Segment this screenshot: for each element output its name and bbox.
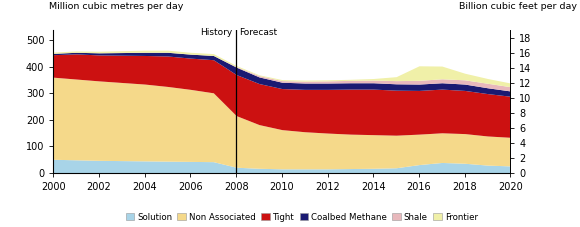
Text: Million cubic metres per day: Million cubic metres per day [49,2,184,11]
Text: Billion cubic feet per day: Billion cubic feet per day [459,2,577,11]
Text: Forecast: Forecast [240,28,278,37]
Text: History: History [201,28,233,37]
Legend: Solution, Non Associated, Tight, Coalbed Methane, Shale, Frontier: Solution, Non Associated, Tight, Coalbed… [122,209,481,225]
